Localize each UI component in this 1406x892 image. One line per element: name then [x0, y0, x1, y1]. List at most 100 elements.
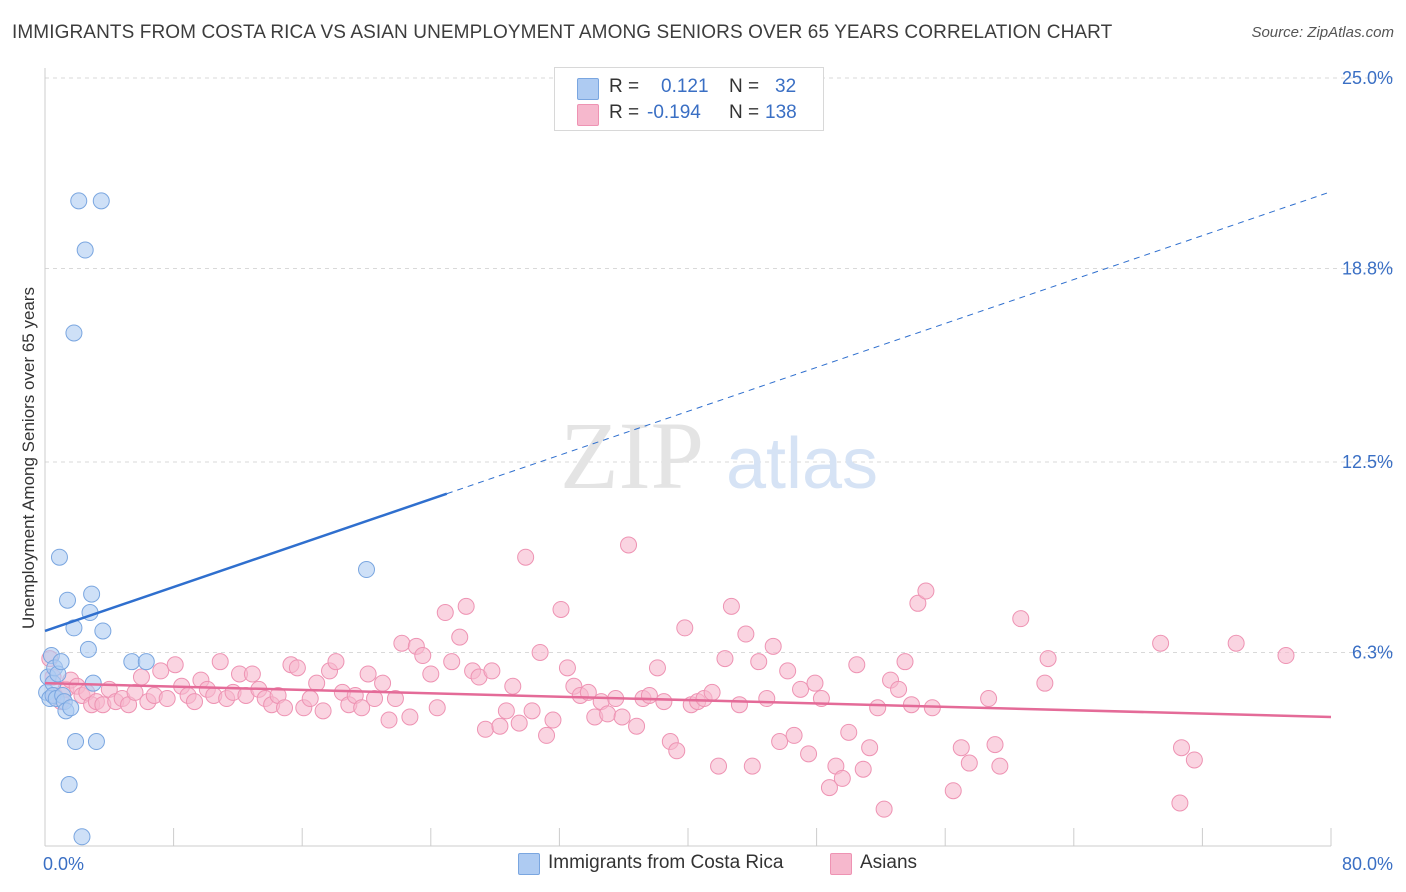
asians-point	[1152, 634, 1170, 652]
asians-point	[380, 711, 398, 729]
x-tick-labels: 0.0% 80.0%	[43, 854, 1393, 874]
asians-trend-line	[44, 681, 1332, 719]
asians-point	[558, 659, 576, 677]
costa-rica-point	[60, 776, 78, 794]
legend-r-label: R =	[609, 76, 640, 97]
asians-point	[896, 653, 914, 671]
asians-point	[476, 720, 494, 738]
bottom-legend-swatch-pink	[830, 853, 852, 875]
asians-point	[366, 690, 384, 708]
asians-point	[785, 726, 803, 744]
y-tick-labels: 6.3% 12.5% 18.8% 25.0%	[1342, 68, 1393, 662]
legend-swatch-pink	[577, 104, 599, 126]
asians-point	[491, 717, 509, 735]
asians-point	[1277, 647, 1295, 665]
asians-point	[301, 690, 319, 708]
costa-rica-point	[50, 548, 68, 566]
asians-point	[531, 643, 549, 661]
asians-point	[710, 757, 728, 775]
asians-point	[854, 760, 872, 778]
asians-point	[599, 705, 617, 723]
asians-point	[668, 742, 686, 760]
asians-point	[737, 625, 755, 643]
asians-point	[676, 619, 694, 637]
trend-lines	[44, 191, 1332, 719]
asians-point	[308, 674, 326, 692]
costa-rica-point	[87, 733, 105, 751]
asians-point	[758, 690, 776, 708]
asians-point	[792, 680, 810, 698]
costa-rica-point	[59, 591, 77, 609]
asians-point	[986, 736, 1004, 754]
asians-point	[538, 726, 556, 744]
asians-point	[243, 665, 261, 683]
asians-point	[497, 702, 515, 720]
costa-rica-point	[70, 192, 88, 210]
asians-point	[552, 600, 570, 618]
y-tick-label: 6.3%	[1352, 642, 1393, 662]
asians-point	[436, 604, 454, 622]
asians-point	[944, 782, 962, 800]
asians-point	[276, 699, 294, 717]
x-tick-label: 80.0%	[1342, 854, 1393, 874]
asians-point	[132, 668, 150, 686]
asians-point	[443, 653, 461, 671]
costa-rica-point	[83, 585, 101, 603]
legend-n-value: 138	[765, 102, 797, 123]
legend-r-value: 0.121	[661, 76, 709, 97]
asians-point	[861, 739, 879, 757]
costa-rica-point	[65, 324, 83, 342]
asians-point	[613, 708, 631, 726]
asians-point	[1012, 610, 1030, 628]
asians-point	[648, 659, 666, 677]
legend-r-value: -0.194	[647, 102, 701, 123]
asians-point	[185, 693, 203, 711]
asians-point	[833, 769, 851, 787]
costa-rica-point	[358, 561, 375, 579]
y-tick-label: 18.8%	[1342, 258, 1393, 278]
asians-point	[960, 754, 978, 772]
asians-point	[848, 656, 866, 674]
costa-rica-point	[76, 241, 94, 259]
asians-point	[869, 699, 887, 717]
asians-point	[909, 594, 927, 612]
asians-point	[288, 659, 306, 677]
costa-rica-point	[79, 640, 97, 658]
asians-point	[1185, 751, 1203, 769]
costa-rica-point	[92, 192, 110, 210]
asians-point	[1039, 650, 1057, 668]
legend-n-label: N =	[729, 102, 760, 123]
asians-point	[980, 690, 998, 708]
costa-rica-point	[123, 653, 141, 671]
asians-point	[166, 656, 184, 674]
asians-point	[504, 677, 522, 695]
asians-point	[840, 723, 858, 741]
asians-point	[716, 650, 734, 668]
asians-point	[457, 597, 475, 615]
asians-point	[401, 708, 419, 726]
legend-r-label: R =	[609, 102, 640, 123]
asians-point	[314, 702, 332, 720]
asians-point	[991, 757, 1009, 775]
asians-point	[510, 714, 528, 732]
asians-point	[353, 699, 371, 717]
asians-point	[386, 690, 404, 708]
asians-point	[730, 696, 748, 714]
asians-point	[393, 634, 411, 652]
bottom-legend-label: Asians	[860, 852, 918, 873]
asians-point	[422, 665, 440, 683]
watermark-zip: ZIP	[560, 402, 704, 509]
asians-point	[158, 690, 176, 708]
asians-point	[483, 662, 501, 680]
bottom-legend-label: Immigrants from Costa Rica	[548, 852, 784, 873]
y-axis-label: Unemployment Among Seniors over 65 years	[19, 287, 38, 629]
asians-point	[806, 674, 824, 692]
chart-title: IMMIGRANTS FROM COSTA RICA VS ASIAN UNEM…	[12, 22, 1113, 43]
asians-point	[359, 665, 377, 683]
asians-point	[917, 582, 935, 600]
watermark-atlas: atlas	[726, 424, 878, 504]
asians-point	[428, 699, 446, 717]
legend-n-label: N =	[729, 76, 760, 97]
asians-point	[1173, 739, 1191, 757]
